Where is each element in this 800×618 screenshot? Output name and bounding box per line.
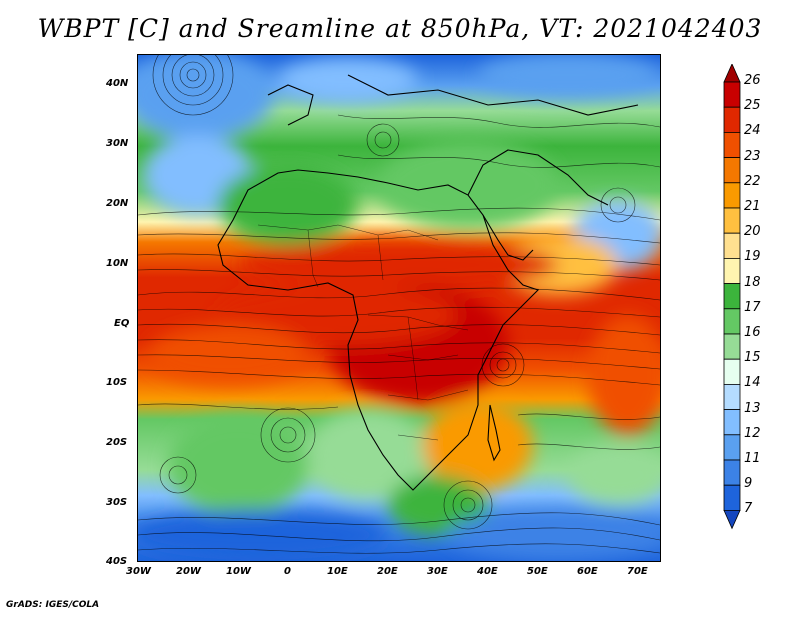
colorbar-box: [723, 333, 741, 360]
colorbar-box: [723, 257, 741, 284]
streamlines: [138, 55, 660, 554]
temperature-anomaly-blobs: [138, 55, 660, 560]
colorbar-box: [723, 157, 741, 184]
colorbar-box: [723, 459, 741, 486]
colorbar: [723, 64, 741, 530]
lat-tick: EQ: [114, 318, 130, 329]
colorbar-tick-label: 23: [744, 148, 761, 164]
lon-tick: 50E: [527, 566, 548, 577]
colorbar-box: [723, 207, 741, 234]
colorbar-tick-label: 7: [744, 501, 753, 517]
colorbar-box: [723, 232, 741, 259]
colorbar-box: [723, 484, 741, 511]
lon-tick: 30E: [427, 566, 448, 577]
africa-coastline: [217, 74, 639, 491]
colorbar-tick-label: 25: [744, 98, 761, 114]
colorbar-tick-label: 19: [744, 249, 761, 265]
colorbar-box: [723, 81, 741, 108]
colorbar-cap-bottom: [723, 510, 741, 530]
lon-tick: 10E: [327, 566, 348, 577]
colorbar-tick-label: 24: [744, 123, 761, 139]
colorbar-cap-top: [723, 64, 741, 83]
chart-title: WBPT [C] and Sreamline at 850hPa, VT: 20…: [37, 14, 763, 43]
lat-tick: 10N: [106, 258, 129, 269]
colorbar-tick-label: 21: [744, 199, 761, 214]
lat-tick: 40N: [106, 78, 129, 89]
lon-tick: 0: [284, 566, 291, 577]
colorbar-tick-label: 22: [744, 173, 761, 189]
lon-tick: 10W: [226, 566, 251, 577]
lon-tick: 20E: [377, 566, 398, 577]
colorbar-box: [723, 358, 741, 385]
colorbar-tick-label: 17: [744, 299, 761, 315]
colorbar-tick-label: 9: [744, 476, 753, 492]
colorbar-box: [723, 106, 741, 133]
lat-tick: 40S: [106, 556, 128, 567]
lon-tick: 40E: [477, 566, 498, 577]
credit-text: GrADS: IGES/COLA: [6, 600, 100, 610]
colorbar-tick-label: 15: [744, 350, 761, 366]
colorbar-tick-label: 11: [744, 451, 761, 466]
lat-tick: 30N: [106, 138, 129, 149]
colorbar-tick-label: 20: [744, 224, 761, 240]
lat-tick: 20N: [106, 198, 129, 209]
colorbar-tick-label: 18: [744, 274, 761, 290]
colorbar-box: [723, 182, 741, 209]
colorbar-tick-label: 13: [744, 400, 761, 416]
colorbar-box: [723, 409, 741, 436]
lat-tick: 10S: [106, 377, 128, 388]
map-panel: [137, 54, 661, 562]
wbpt-field: [138, 55, 660, 561]
colorbar-box: [723, 434, 741, 461]
colorbar-box: [723, 308, 741, 335]
lat-tick: 30S: [106, 497, 128, 508]
colorbar-box: [723, 132, 741, 159]
lon-tick: 70E: [627, 566, 648, 577]
lon-tick: 20W: [176, 566, 201, 577]
lon-tick: 60E: [577, 566, 598, 577]
colorbar-tick-label: 26: [744, 73, 761, 88]
colorbar-tick-label: 14: [744, 375, 761, 391]
lon-tick: 30W: [126, 566, 151, 577]
colorbar-tick-label: 16: [744, 325, 761, 340]
colorbar-tick-label: 12: [744, 425, 761, 441]
colorbar-box: [723, 283, 741, 310]
lat-tick: 20S: [106, 437, 128, 448]
colorbar-box: [723, 383, 741, 410]
